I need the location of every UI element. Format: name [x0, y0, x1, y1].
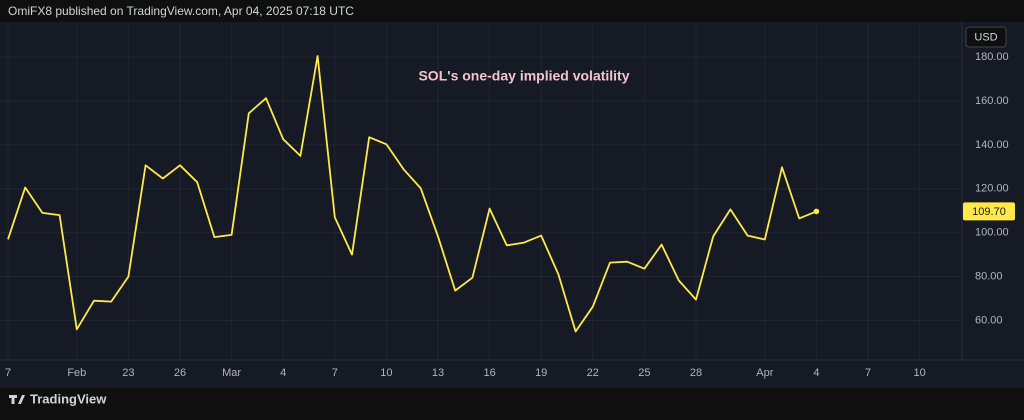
last-value-box [963, 202, 1015, 221]
chart-title: SOL's one-day implied volatility [418, 68, 629, 84]
x-tick-label: 7 [332, 367, 338, 379]
y-tick-label: 180.00 [975, 51, 1009, 63]
chart-pane [0, 22, 1024, 388]
y-tick-label: 60.00 [975, 314, 1003, 326]
y-tick-label: 100.00 [975, 227, 1009, 239]
header: OmiFX8 published on TradingView.com, Apr… [8, 4, 354, 18]
series-line [7, 55, 817, 333]
x-tick-label: 7 [865, 367, 871, 379]
x-tick-label: 16 [483, 367, 495, 379]
last-point [813, 208, 820, 215]
x-tick-label: 19 [535, 367, 547, 379]
footer-logo: TradingView [9, 391, 107, 406]
x-tick-label: Feb [67, 367, 86, 379]
x-tick-label: 10 [913, 367, 925, 379]
x-tick-label: 28 [690, 367, 702, 379]
grid [0, 22, 962, 360]
x-tick-label: 13 [432, 367, 444, 379]
y-tick-label: 160.00 [975, 95, 1009, 107]
currency-label: USD [974, 31, 997, 43]
x-tick-label: 25 [638, 367, 650, 379]
logo-mark [9, 395, 25, 404]
last-value-label: 109.70 [972, 206, 1006, 218]
y-tick-label: 140.00 [975, 139, 1009, 151]
x-tick-label: 4 [813, 367, 819, 379]
currency-box [965, 26, 1007, 48]
y-tick-label: 120.00 [975, 183, 1009, 195]
x-tick-label: 22 [587, 367, 599, 379]
x-tick-label: 10 [380, 367, 392, 379]
x-tick-label: 7 [5, 367, 11, 379]
y-tick-label: 80.00 [975, 271, 1003, 283]
x-tick-label: 26 [174, 367, 186, 379]
x-tick-label: Mar [222, 367, 241, 379]
x-tick-label: 4 [280, 367, 286, 379]
x-tick-label: 23 [122, 367, 134, 379]
footer: TradingView [30, 391, 107, 406]
x-tick-label: Apr [756, 367, 773, 379]
